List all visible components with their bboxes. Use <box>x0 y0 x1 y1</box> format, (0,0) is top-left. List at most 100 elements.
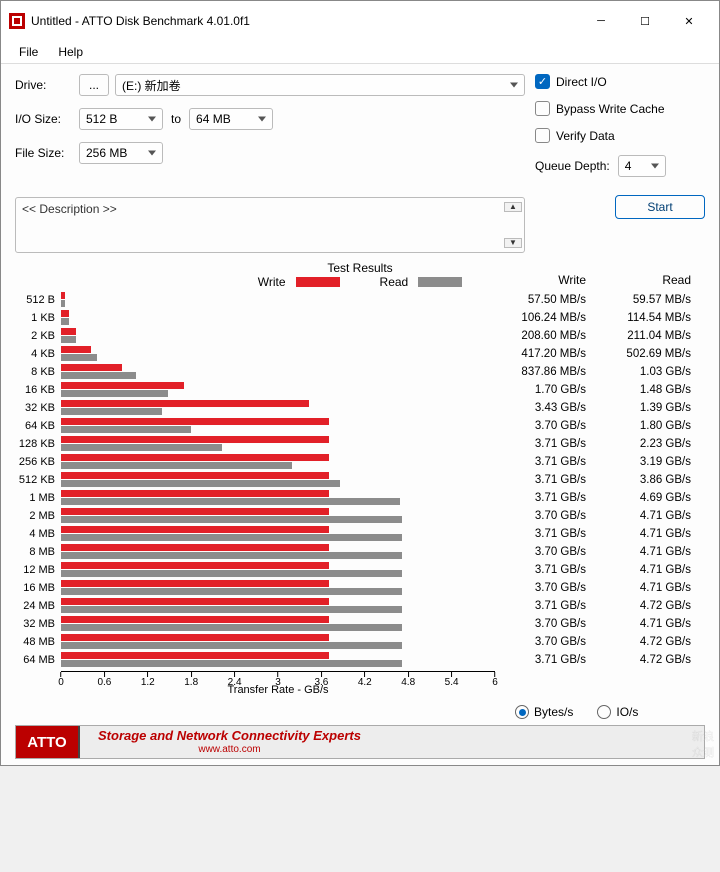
read-value: 2.23 GB/s <box>600 435 705 453</box>
read-value: 4.72 GB/s <box>600 651 705 669</box>
write-value: 3.70 GB/s <box>495 543 600 561</box>
write-value: 3.71 GB/s <box>495 489 600 507</box>
maximize-button[interactable]: ☐ <box>623 7 667 35</box>
bar-write <box>61 346 91 353</box>
window-title: Untitled - ATTO Disk Benchmark 4.01.0f1 <box>31 14 579 28</box>
bar-read <box>61 624 402 631</box>
bar-write <box>61 310 69 317</box>
read-value: 3.86 GB/s <box>600 471 705 489</box>
ylabel: 12 MB <box>15 561 59 579</box>
verify-label: Verify Data <box>556 129 615 143</box>
iosize-from-select[interactable]: 512 B <box>79 108 163 130</box>
read-value: 1.80 GB/s <box>600 417 705 435</box>
atto-url: www.atto.com <box>98 744 361 755</box>
read-value: 4.71 GB/s <box>600 579 705 597</box>
bar-write <box>61 292 65 299</box>
verify-checkbox[interactable] <box>535 128 550 143</box>
write-value: 3.70 GB/s <box>495 507 600 525</box>
bar-write <box>61 382 184 389</box>
bar-write <box>61 598 329 605</box>
atto-logo: ATTO <box>16 726 80 758</box>
bar-write <box>61 580 329 587</box>
legend-write-swatch <box>296 277 340 287</box>
bar-write <box>61 544 329 551</box>
xtick: 1.2 <box>141 672 155 688</box>
menu-file[interactable]: File <box>9 43 48 61</box>
bar-read <box>61 390 168 397</box>
spin-up-icon[interactable]: ▲ <box>504 202 522 212</box>
spin-down-icon[interactable]: ▼ <box>504 238 522 248</box>
close-button[interactable]: ✕ <box>667 7 711 35</box>
read-value: 4.72 GB/s <box>600 597 705 615</box>
bar-read <box>61 480 340 487</box>
read-value: 1.03 GB/s <box>600 363 705 381</box>
results-title: Test Results <box>15 261 705 275</box>
ylabel: 32 KB <box>15 399 59 417</box>
write-value: 3.70 GB/s <box>495 615 600 633</box>
ylabel: 4 KB <box>15 345 59 363</box>
drive-select[interactable]: (E:) 新加卷 <box>115 74 525 96</box>
bar-read <box>61 408 162 415</box>
xtick: 5.4 <box>445 672 459 688</box>
bar-write <box>61 436 329 443</box>
bypass-label: Bypass Write Cache <box>556 102 665 116</box>
iosize-to-select[interactable]: 64 MB <box>189 108 273 130</box>
bar-read <box>61 516 402 523</box>
iosize-label: I/O Size: <box>15 112 79 126</box>
read-value: 4.71 GB/s <box>600 615 705 633</box>
filesize-select[interactable]: 256 MB <box>79 142 163 164</box>
menu-help[interactable]: Help <box>48 43 93 61</box>
xtick: 4.2 <box>358 672 372 688</box>
bar-read <box>61 444 222 451</box>
bar-read <box>61 318 69 325</box>
ylabel: 24 MB <box>15 597 59 615</box>
ylabel: 1 KB <box>15 309 59 327</box>
bar-read <box>61 660 402 667</box>
unit-io-radio[interactable] <box>597 705 611 719</box>
xtick: 0.6 <box>97 672 111 688</box>
bar-read <box>61 642 402 649</box>
start-button[interactable]: Start <box>615 195 705 219</box>
write-value: 417.20 MB/s <box>495 345 600 363</box>
filesize-label: File Size: <box>15 146 79 160</box>
read-value: 4.69 GB/s <box>600 489 705 507</box>
write-value: 208.60 MB/s <box>495 327 600 345</box>
bar-read <box>61 336 76 343</box>
xtick: 6 <box>492 672 498 688</box>
atto-banner[interactable]: ATTO Storage and Network Connectivity Ex… <box>15 725 705 759</box>
bypass-checkbox[interactable] <box>535 101 550 116</box>
bar-write <box>61 328 76 335</box>
bar-read <box>61 570 402 577</box>
write-value: 837.86 MB/s <box>495 363 600 381</box>
ylabel: 16 KB <box>15 381 59 399</box>
bar-read <box>61 426 191 433</box>
ylabel: 512 B <box>15 291 59 309</box>
direct-io-checkbox[interactable]: ✓ <box>535 74 550 89</box>
xtick: 2.4 <box>228 672 242 688</box>
xtick: 1.8 <box>184 672 198 688</box>
description-input[interactable]: << Description >> ▲ ▼ <box>15 197 525 253</box>
ylabel: 512 KB <box>15 471 59 489</box>
write-value: 3.70 GB/s <box>495 417 600 435</box>
bar-write <box>61 652 329 659</box>
bar-write <box>61 526 329 533</box>
app-icon <box>9 13 25 29</box>
unit-bytes-radio[interactable] <box>515 705 529 719</box>
bar-write <box>61 454 329 461</box>
read-value: 114.54 MB/s <box>600 309 705 327</box>
drive-browse-button[interactable]: ... <box>79 74 109 96</box>
read-value: 1.48 GB/s <box>600 381 705 399</box>
write-value: 3.71 GB/s <box>495 651 600 669</box>
ylabel: 8 MB <box>15 543 59 561</box>
ylabel: 2 KB <box>15 327 59 345</box>
write-value: 3.71 GB/s <box>495 435 600 453</box>
read-value: 4.71 GB/s <box>600 507 705 525</box>
bar-write <box>61 562 329 569</box>
bar-write <box>61 634 329 641</box>
bar-read <box>61 588 402 595</box>
queue-select[interactable]: 4 <box>618 155 666 177</box>
unit-io-label: IO/s <box>616 705 638 719</box>
xtick: 3.6 <box>314 672 328 688</box>
xtick: 0 <box>58 672 64 688</box>
minimize-button[interactable]: ─ <box>579 7 623 35</box>
